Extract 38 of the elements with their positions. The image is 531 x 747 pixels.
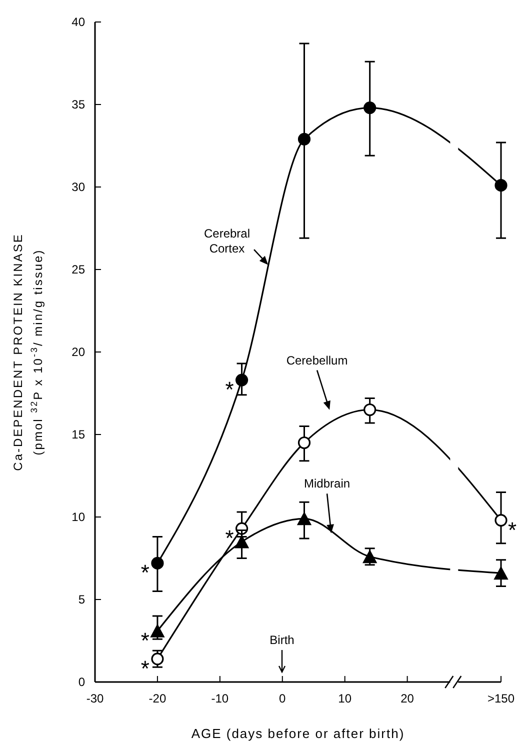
y-tick-label: 20: [72, 344, 86, 359]
y-tick-label: 15: [72, 427, 86, 442]
annotation: *: [225, 377, 234, 402]
point: [494, 514, 508, 527]
x-tick-label: 0: [279, 692, 286, 706]
point: [494, 566, 508, 580]
x-tick-label: >150: [487, 692, 515, 706]
point: [364, 102, 376, 114]
x-tick-label: -30: [86, 692, 104, 706]
y-tick-label: 5: [78, 592, 86, 606]
annotation: *: [140, 628, 150, 653]
y-tick-label: 30: [72, 180, 86, 194]
x-tick-label: -10: [211, 692, 229, 706]
text: Cerebellum: [286, 353, 348, 368]
series-label: Midbrain: [304, 476, 350, 491]
annotation: Birth: [270, 633, 294, 647]
x-tick-label: 10: [338, 692, 352, 706]
y-tick-label: 10: [72, 510, 86, 524]
x-axis-title: AGE (days before or after birth): [191, 726, 405, 741]
point: [297, 512, 312, 526]
point: [364, 403, 376, 416]
point: [150, 624, 164, 638]
y-tick-label: 35: [72, 97, 86, 112]
point: [151, 556, 164, 570]
series-label: Cerebral Cortex: [204, 226, 250, 256]
point: [235, 374, 248, 386]
annotation: *: [140, 560, 150, 586]
point: [298, 132, 311, 146]
annotation: *: [225, 526, 234, 551]
annotation: *: [508, 517, 517, 542]
x-tick-label: 20: [400, 692, 414, 706]
y-tick-label: 0: [78, 674, 86, 689]
point: [298, 436, 311, 450]
x-tick-label: -20: [148, 692, 166, 706]
y-tick-label: 25: [72, 262, 86, 276]
y-tick-label: 40: [72, 14, 86, 29]
annotation: *: [140, 656, 150, 681]
point: [494, 179, 508, 192]
